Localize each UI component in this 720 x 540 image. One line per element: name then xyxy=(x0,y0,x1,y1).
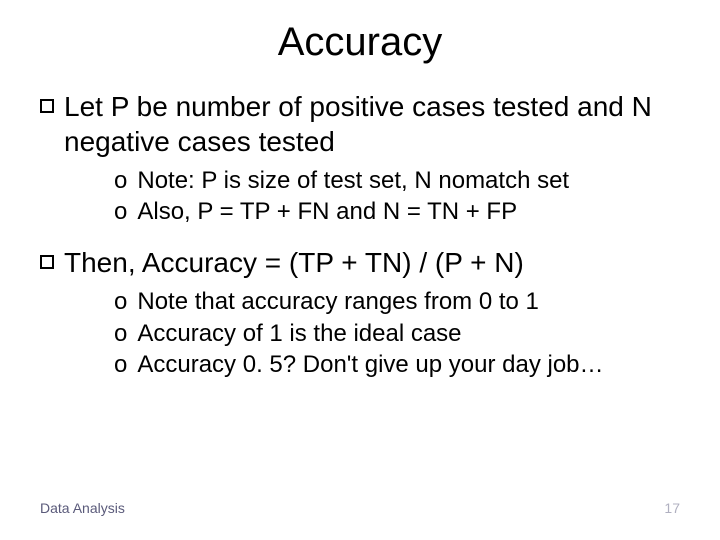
sub-item: o Accuracy of 1 is the ideal case xyxy=(114,318,680,349)
square-bullet-icon xyxy=(40,99,54,113)
circle-bullet-icon: o xyxy=(114,165,127,196)
square-bullet-icon xyxy=(40,255,54,269)
bullet-main-2: Then, Accuracy = (TP + TN) / (P + N) xyxy=(40,245,680,280)
sub-item: o Also, P = TP + FN and N = TN + FP xyxy=(114,196,680,227)
circle-bullet-icon: o xyxy=(114,349,127,380)
sub-item-text: Accuracy of 1 is the ideal case xyxy=(137,318,461,349)
sub-item-text: Note that accuracy ranges from 0 to 1 xyxy=(137,286,539,317)
sub-item: o Accuracy 0. 5? Don't give up your day … xyxy=(114,349,680,380)
sub-item-text: Also, P = TP + FN and N = TN + FP xyxy=(137,196,517,227)
sub-item: o Note that accuracy ranges from 0 to 1 xyxy=(114,286,680,317)
slide: Accuracy Let P be number of positive cas… xyxy=(0,0,720,540)
circle-bullet-icon: o xyxy=(114,286,127,317)
circle-bullet-icon: o xyxy=(114,196,127,227)
slide-title: Accuracy xyxy=(40,20,680,65)
bullet-main-text-2: Then, Accuracy = (TP + TN) / (P + N) xyxy=(64,245,524,280)
bullet-main-text-1: Let P be number of positive cases tested… xyxy=(64,89,680,159)
circle-bullet-icon: o xyxy=(114,318,127,349)
sub-item-text: Note: P is size of test set, N nomatch s… xyxy=(137,165,569,196)
footer-page-number: 17 xyxy=(664,500,680,516)
sub-list-2: o Note that accuracy ranges from 0 to 1 … xyxy=(114,286,680,380)
bullet-main-1: Let P be number of positive cases tested… xyxy=(40,89,680,159)
sub-list-1: o Note: P is size of test set, N nomatch… xyxy=(114,165,680,227)
footer-left: Data Analysis xyxy=(40,500,125,516)
sub-item-text: Accuracy 0. 5? Don't give up your day jo… xyxy=(137,349,603,380)
sub-item: o Note: P is size of test set, N nomatch… xyxy=(114,165,680,196)
